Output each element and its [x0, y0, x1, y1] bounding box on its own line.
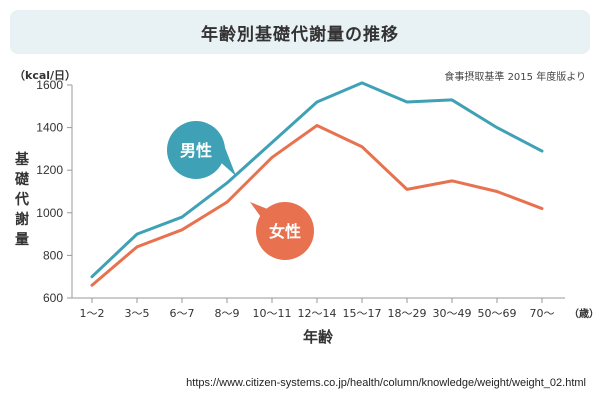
x-tick-label: 70～ — [530, 307, 555, 320]
y-unit-label: （kcal/日） — [14, 69, 76, 82]
source-url: https://www.citizen-systems.co.jp/health… — [186, 377, 586, 389]
x-unit-label: （歳） — [569, 307, 599, 320]
y-tick-label: 800 — [43, 248, 63, 262]
y-tick-label: 600 — [43, 291, 63, 305]
x-tick-label: 18～29 — [388, 307, 427, 320]
source-note: 食事摂取基準 2015 年度版より — [444, 70, 586, 83]
y-axis-title-char: 量 — [15, 232, 29, 248]
x-tick-label: 30～49 — [433, 307, 472, 320]
x-tick-label: 50～69 — [478, 307, 517, 320]
x-tick-label: 3～5 — [125, 307, 150, 320]
legend-bubble-male — [167, 121, 225, 179]
series-line-female — [90, 123, 544, 287]
x-tick-label: 12～14 — [298, 307, 337, 320]
x-tick-label: 1～2 — [80, 307, 105, 320]
y-tick-label: 1400 — [36, 121, 63, 135]
legend-bubble-female — [256, 202, 314, 260]
x-tick-label: 8～9 — [215, 307, 240, 320]
x-axis-title: 年齢 — [303, 328, 334, 346]
y-axis-title-char: 基 — [15, 151, 30, 168]
y-axis-title-char: 代 — [14, 191, 29, 208]
chart-title: 年齢別基礎代謝量の推移 — [201, 24, 399, 45]
x-tick-label: 15～17 — [343, 307, 382, 320]
x-tick-label: 6～7 — [170, 307, 195, 320]
legend-label-male: 男性 — [180, 141, 212, 160]
legend-label-female: 女性 — [269, 222, 301, 241]
series-line-male — [90, 81, 544, 279]
y-tick-label: 1000 — [36, 206, 63, 220]
y-axis-title-char: 謝 — [15, 211, 29, 228]
title-banner: 年齢別基礎代謝量の推移 — [10, 10, 590, 54]
y-axis-title-char: 礎 — [14, 171, 30, 188]
y-tick-label: 1200 — [36, 163, 63, 177]
x-tick-label: 10～11 — [253, 307, 292, 320]
y-tick-label: 1600 — [36, 78, 63, 92]
